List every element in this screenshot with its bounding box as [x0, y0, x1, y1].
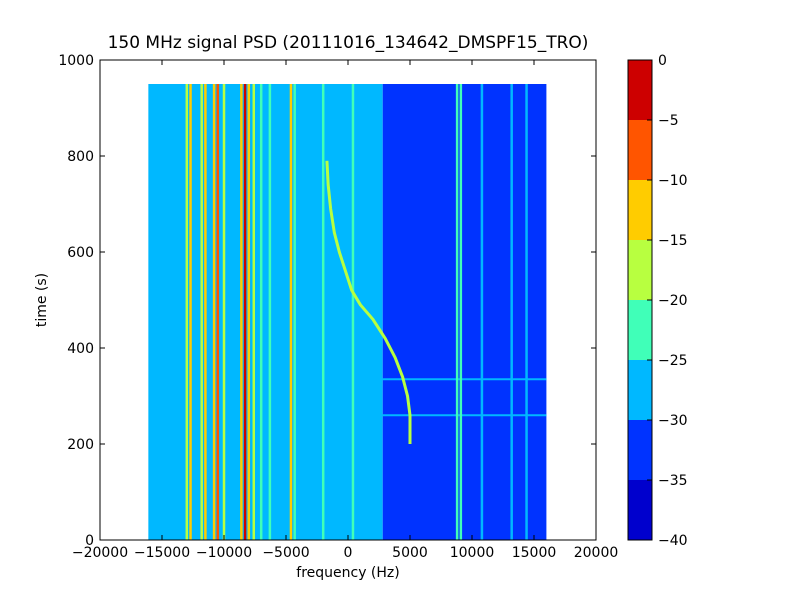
x-tick-label: −10000 [196, 545, 252, 561]
colorbar-tick-label: −30 [658, 413, 688, 429]
colorbar-segment [628, 300, 652, 360]
x-tick-label: 15000 [512, 545, 557, 561]
colorbar-segment [628, 180, 652, 240]
colorbar-tick-label: −25 [658, 353, 688, 369]
y-tick-label: 1000 [58, 53, 94, 69]
heatmap-left-region [149, 84, 383, 540]
y-tick-label: 200 [67, 437, 94, 453]
x-axis: −20000 −15000 −10000 −5000 0 5000 10000 15000 20… [72, 60, 618, 561]
colorbar-segment [628, 240, 652, 300]
y-tick-label: 400 [67, 341, 94, 357]
colorbar-tick-label: −10 [658, 173, 688, 189]
x-tick-label: −5000 [262, 545, 309, 561]
y-tick-label: 800 [67, 149, 94, 165]
x-tick-label: 0 [344, 545, 353, 561]
x-tick-label: 5000 [392, 545, 428, 561]
x-tick-label: −20000 [72, 545, 128, 561]
psd-heatmap [149, 84, 547, 540]
y-axis-label: time (s) [34, 273, 50, 327]
colorbar-segment [628, 60, 652, 120]
colorbar-tick-label: −20 [658, 293, 688, 309]
colorbar-segment [628, 480, 652, 540]
x-tick-label: 10000 [450, 545, 495, 561]
colorbar: −40 −35 −30 −25 −20 −15 −10 −5 0 [627, 53, 688, 549]
colorbar-segment [628, 420, 652, 480]
chart-title: 150 MHz signal PSD (20111016_134642_DMSP… [108, 33, 589, 53]
x-tick-label: −15000 [134, 545, 190, 561]
colorbar-segment [628, 360, 652, 420]
colorbar-tick-label: −40 [658, 533, 688, 549]
x-tick-label: 20000 [574, 545, 619, 561]
colorbar-tick-label: −5 [658, 113, 679, 129]
colorbar-tick-label: −35 [658, 473, 688, 489]
y-tick-label: 600 [67, 245, 94, 261]
heatmap-features [148, 84, 547, 540]
y-tick-label: 0 [85, 533, 94, 549]
colorbar-tick-label: 0 [658, 53, 667, 69]
heatmap-right-region [382, 84, 547, 540]
doppler-trace [325, 160, 412, 444]
y-axis: 0 200 400 600 800 1000 [58, 53, 596, 549]
colorbar-segment [628, 120, 652, 180]
x-axis-label: frequency (Hz) [296, 565, 399, 581]
colorbar-tick-label: −15 [658, 233, 688, 249]
